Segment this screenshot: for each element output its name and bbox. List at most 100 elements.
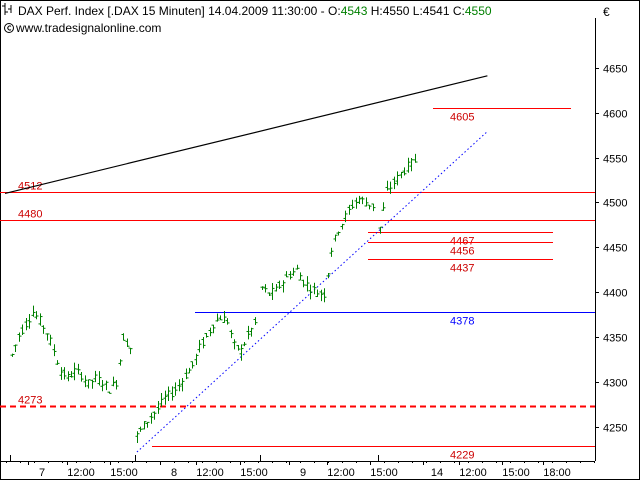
x-tick-label-3: 8 [171, 467, 177, 479]
x-tick-label-12: 18:00 [543, 467, 571, 479]
ohlc-bar [329, 247, 334, 257]
y-tick-label-4450: 4450 [603, 243, 627, 255]
ohlc-bar [274, 283, 279, 292]
level-label-4437: 4437 [450, 263, 474, 275]
ohlc-bar [128, 347, 133, 355]
ohlc-bar [402, 167, 407, 176]
ohlc-bar [62, 367, 67, 380]
ohlc-bar [52, 344, 57, 357]
ohlc-bar [170, 386, 175, 401]
ohlc-bar [45, 333, 50, 341]
ohlc-bar [156, 400, 161, 414]
ohlc-bar [308, 284, 313, 300]
x-tick-label-6: 9 [300, 467, 306, 479]
ohlc-bar [350, 199, 355, 210]
ohlc-bar [149, 412, 154, 424]
ohlc-bar [93, 370, 98, 383]
ohlc-bar [315, 289, 320, 298]
ohlc-bar [322, 288, 327, 303]
y-tick-label-4600: 4600 [603, 109, 627, 121]
ohlc-bar [72, 362, 77, 381]
ohlc-bar [277, 280, 282, 290]
level-label-4378: 4378 [450, 316, 474, 328]
ohlc-bar [253, 317, 258, 326]
ohlc-bar [215, 313, 220, 322]
x-tick-label-5: 15:00 [240, 467, 268, 479]
ohlc-bar [190, 361, 195, 369]
ohlc-bar [66, 371, 71, 382]
ohlc-bar [413, 153, 418, 163]
ohlc-bar [13, 344, 18, 353]
level-label-4229: 4229 [450, 450, 474, 462]
x-axis: 7 12:00 15:00 8 12:00 15:00 9 12:00 15:00 14 12:00… [6, 461, 595, 479]
ohlc-bar [97, 371, 102, 386]
ohlc-bar [371, 203, 376, 212]
ohlc-bar [263, 284, 268, 293]
ohlc-bar [201, 337, 206, 349]
ohlc-bar [343, 210, 348, 223]
ohlc-bar [177, 379, 182, 392]
x-tick-label-8: 15:00 [370, 467, 398, 479]
ohlc-bar [10, 353, 15, 357]
ohlc-bar [246, 325, 251, 340]
ohlc-bar [180, 378, 185, 392]
close-value: 4550 [465, 4, 492, 18]
ohlc-bar [347, 204, 352, 215]
ohlc-bar [225, 318, 230, 325]
high-label: H: [371, 4, 383, 18]
ohlc-bar [34, 311, 39, 320]
watermark: www.tradesignalonline.com [4, 21, 161, 35]
ohlc-bar [118, 359, 123, 366]
low-value: 4541 [423, 4, 450, 18]
ohlc-bar [166, 386, 171, 402]
ohlc-bar [388, 181, 393, 194]
ohlc-bar [284, 271, 289, 278]
ohlc-bar [104, 380, 109, 391]
ohlc-bar [218, 315, 223, 321]
ohlc-bar [59, 367, 64, 380]
ohlc-bar [79, 372, 84, 382]
open-label: O: [328, 4, 341, 18]
ohlc-bar [163, 390, 168, 405]
ohlc-bar [301, 279, 306, 288]
ohlc-bar [242, 341, 247, 347]
ohlc-bar [392, 176, 397, 190]
ohlc-bar [340, 223, 345, 230]
ohlc-bar [208, 327, 213, 337]
currency-symbol: € [603, 5, 610, 19]
ohlc-bar [142, 421, 147, 430]
x-tick-label-7: 12:00 [327, 467, 355, 479]
ohlc-bar [409, 158, 414, 172]
level-label-4273: 4273 [18, 395, 42, 407]
ohlc-bar [319, 289, 324, 302]
low-label: L: [413, 4, 423, 18]
ohlc-bar [211, 324, 216, 334]
y-tick-label-4500: 4500 [603, 198, 627, 210]
x-tick-label-0: 7 [39, 467, 45, 479]
y-tick-label-4250: 4250 [603, 423, 627, 435]
ohlc-bar [378, 226, 383, 234]
ohlc-bar [145, 421, 150, 428]
ohlc-bar [41, 325, 46, 334]
ohlc-bar [125, 338, 130, 347]
level-label-4456: 4456 [450, 246, 474, 258]
ohlc-bar [312, 282, 317, 295]
level-label-4467: 4467 [450, 236, 474, 248]
ohlc-bar [159, 392, 164, 407]
trend-lines [4, 75, 488, 453]
ohlc-bar [298, 272, 303, 281]
ohlc-bar [114, 380, 119, 390]
ohlc-bar [357, 195, 362, 204]
ohlc-bar [395, 171, 400, 186]
open-value: 4543 [341, 4, 368, 18]
ohlc-bar [31, 305, 36, 317]
ohlc-bar [38, 313, 43, 326]
ohlc-bar [239, 344, 244, 361]
ohlc-bar [295, 264, 300, 270]
ohlc-bar [326, 272, 331, 279]
ohlc-bar [76, 363, 81, 375]
level-label-4605: 4605 [450, 112, 474, 124]
